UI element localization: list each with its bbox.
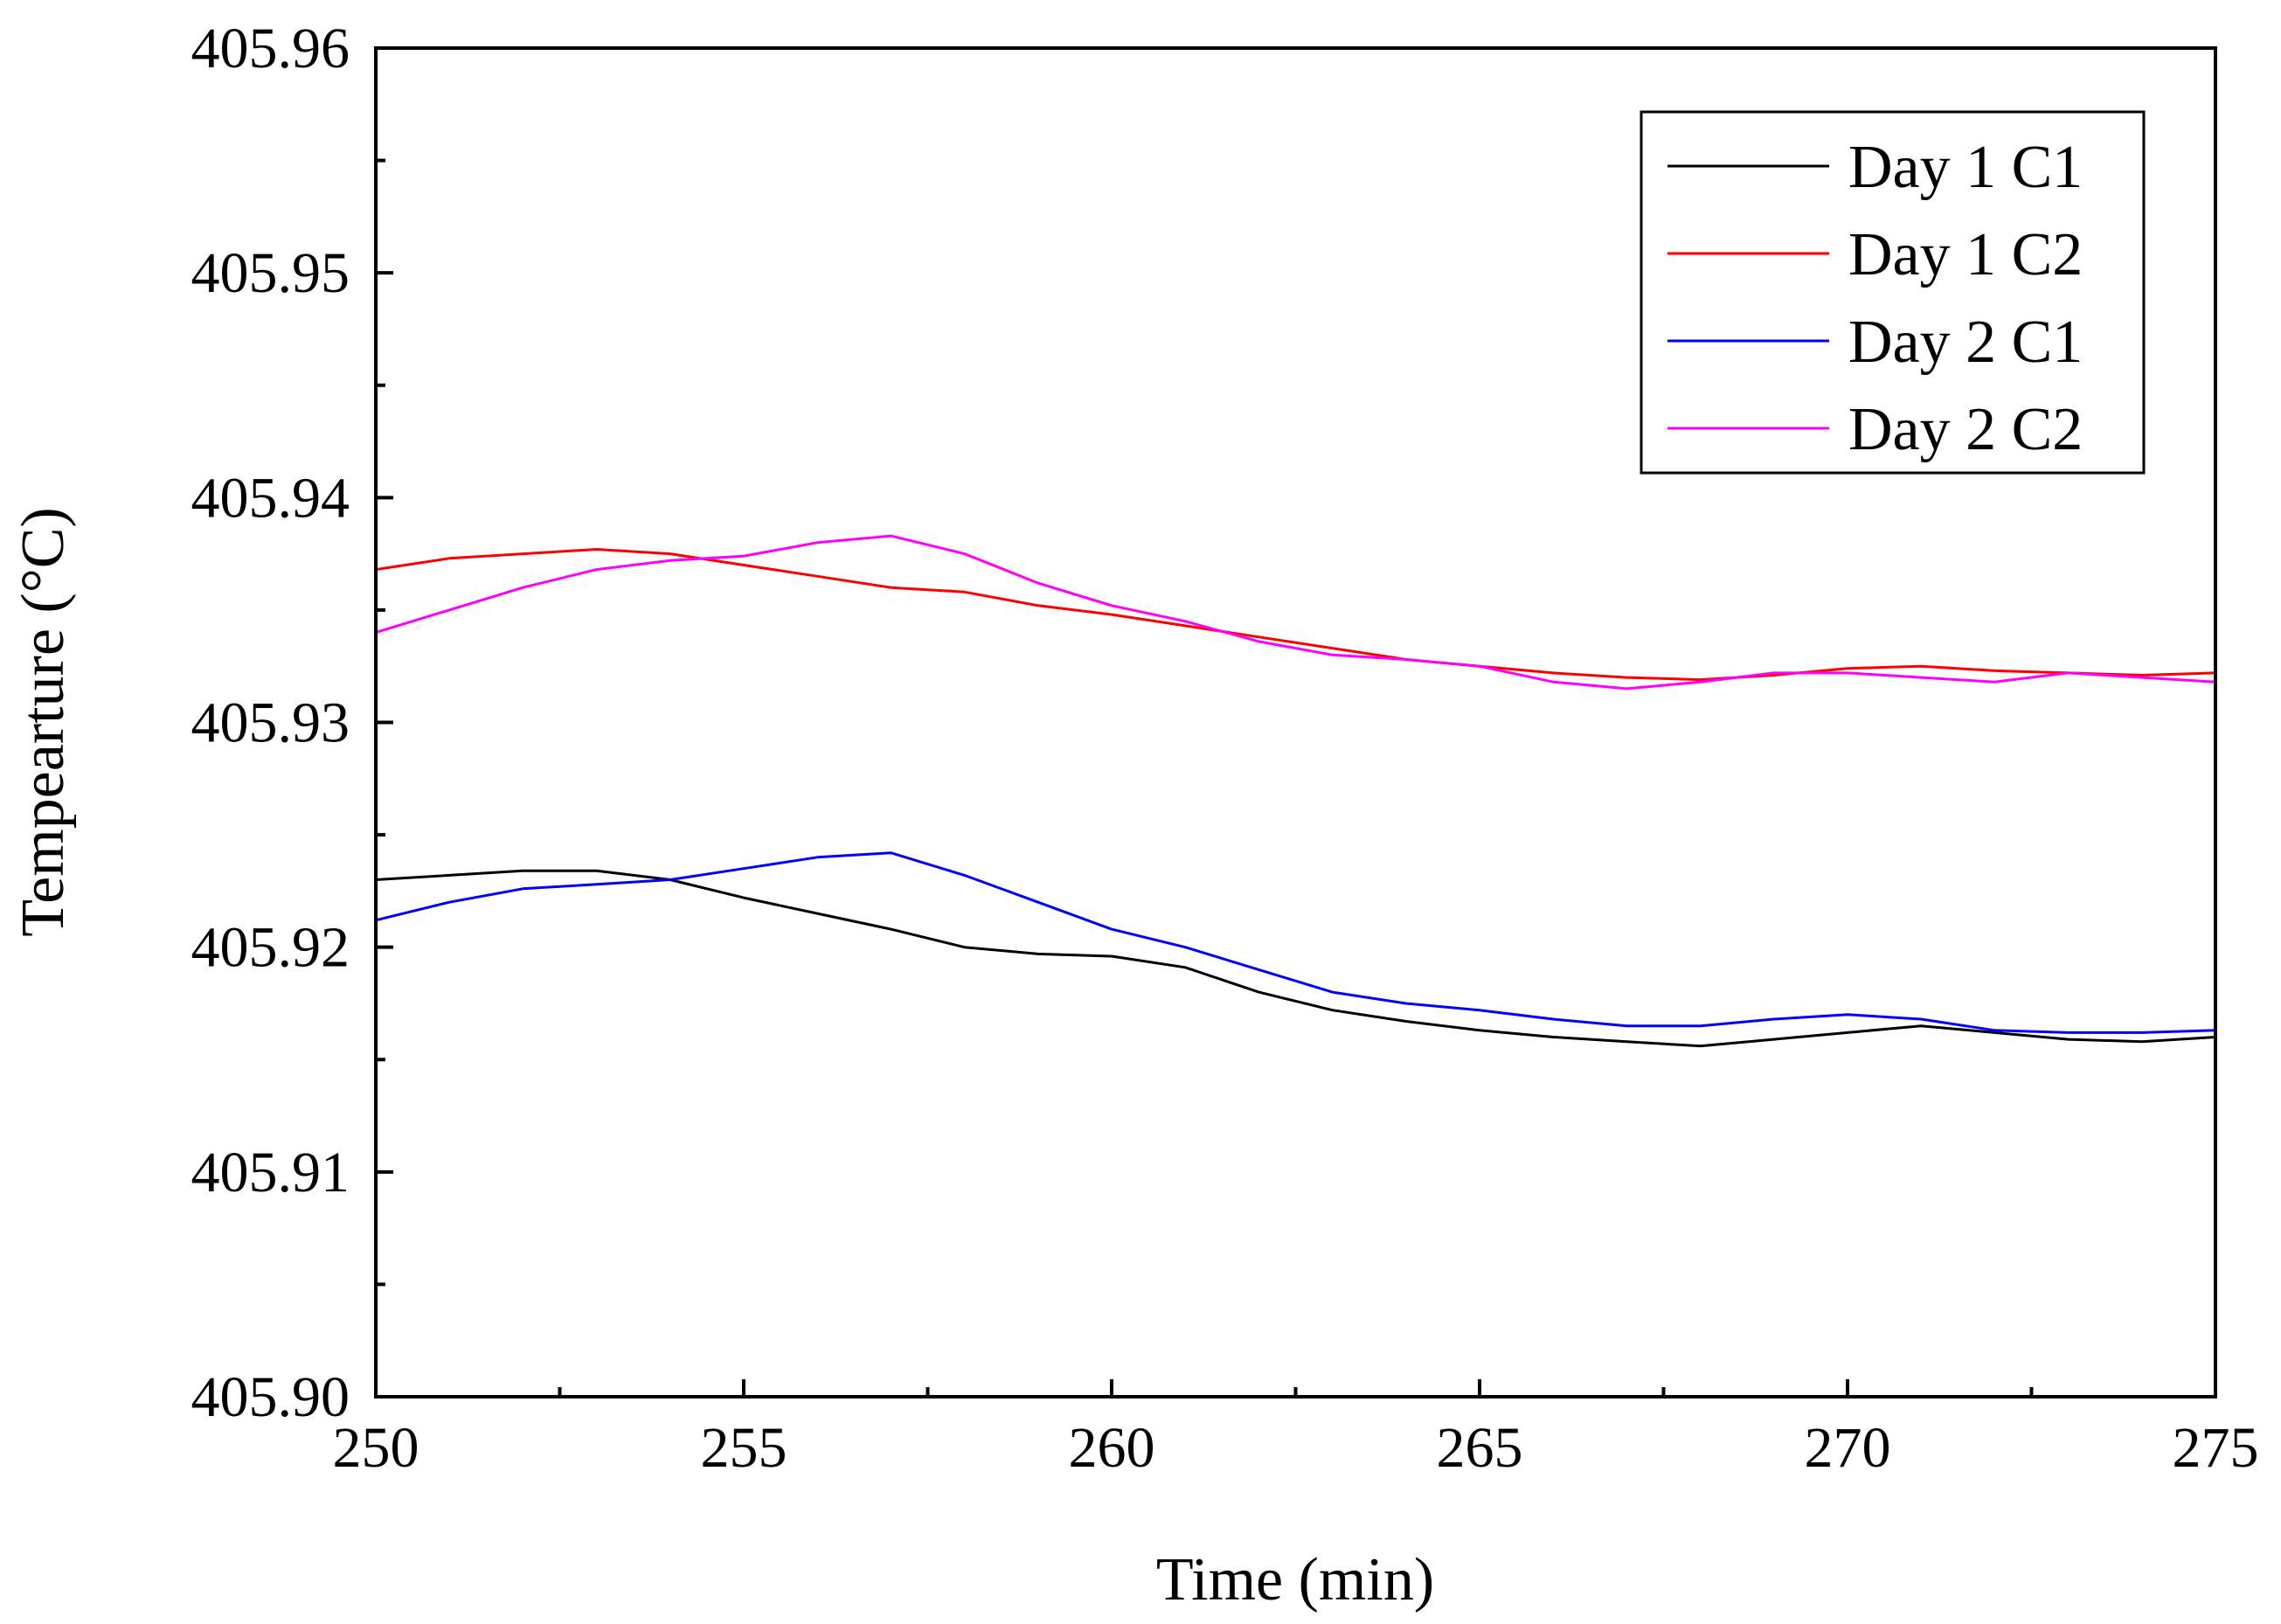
plot-frame [374, 46, 2217, 1398]
legend: Day 1 C1 Day 1 C2 Day 2 C1 Day 2 C2 [1640, 110, 2146, 475]
y-tick-label: 405.93 [191, 691, 350, 755]
x-tick-label: 275 [2173, 1416, 2259, 1480]
series-line-day-1-c2 [375, 548, 2216, 682]
legend-label-day2-c2: Day 2 C2 [1848, 396, 2083, 463]
series-line-day-2-c2 [375, 534, 2216, 691]
x-tick-labels: 250 255 260 265 270 275 [333, 1416, 2259, 1480]
legend-label-day1-c2: Day 1 C2 [1848, 221, 2083, 288]
legend-label-day2-c1: Day 2 C1 [1848, 309, 2083, 376]
y-tick-labels: 405.90 405.91 405.92 405.93 405.94 405.95 405.… [191, 17, 350, 1429]
legend-label-day1-c1: Day 1 C1 [1848, 134, 2083, 201]
y-tick-label: 405.91 [191, 1141, 350, 1204]
y-tick-label: 405.90 [191, 1365, 350, 1429]
legend-box [1640, 110, 2146, 475]
y-tick-label: 405.94 [191, 466, 350, 530]
x-tick-label: 265 [1437, 1416, 1523, 1480]
series-line-day-2-c1 [375, 851, 2216, 1034]
x-tick-label: 255 [701, 1416, 787, 1480]
x-axis-title: Time (min) [1156, 1546, 1434, 1614]
y-tick-label: 405.95 [191, 241, 350, 305]
x-tick-label: 250 [333, 1416, 419, 1480]
x-tick-label: 270 [1805, 1416, 1891, 1480]
series-line-day-1-c1 [375, 869, 2216, 1048]
y-axis-title: Tempearture (°C) [10, 507, 77, 936]
series-layer [375, 534, 2216, 1048]
x-tick-label: 260 [1069, 1416, 1155, 1480]
y-tick-label: 405.96 [191, 17, 350, 80]
y-tick-label: 405.92 [191, 916, 350, 980]
